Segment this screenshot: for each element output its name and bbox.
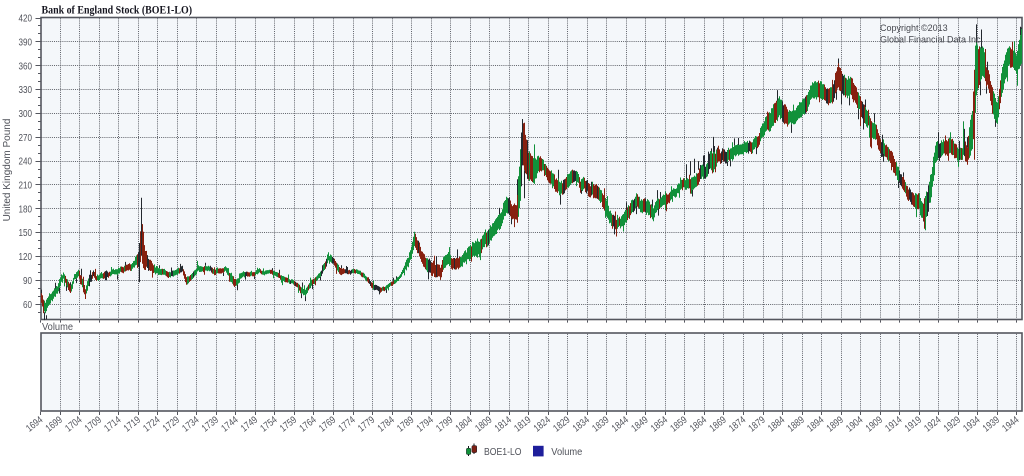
svg-text:Volume: Volume xyxy=(551,447,582,458)
svg-text:90: 90 xyxy=(23,276,32,287)
svg-text:United Kingdom Pound: United Kingdom Pound xyxy=(2,119,13,222)
svg-text:BOE1-LO: BOE1-LO xyxy=(484,447,522,458)
svg-text:360: 360 xyxy=(19,61,33,72)
svg-text:Global Financial Data Inc.: Global Financial Data Inc. xyxy=(880,34,983,44)
svg-text:Volume: Volume xyxy=(42,322,73,333)
svg-text:330: 330 xyxy=(19,85,33,96)
svg-text:300: 300 xyxy=(19,109,33,120)
svg-text:Copyright ©2013: Copyright ©2013 xyxy=(880,23,948,33)
svg-text:390: 390 xyxy=(19,38,33,49)
svg-text:Bank of England Stock (BOE1-LO: Bank of England Stock (BOE1-LO) xyxy=(42,3,193,17)
svg-text:180: 180 xyxy=(19,204,33,215)
svg-text:210: 210 xyxy=(19,181,33,192)
svg-text:60: 60 xyxy=(23,300,32,311)
svg-text:420: 420 xyxy=(19,14,33,25)
svg-text:240: 240 xyxy=(19,157,33,168)
svg-text:120: 120 xyxy=(19,252,33,263)
svg-text:270: 270 xyxy=(19,133,33,144)
svg-text:150: 150 xyxy=(19,228,33,239)
